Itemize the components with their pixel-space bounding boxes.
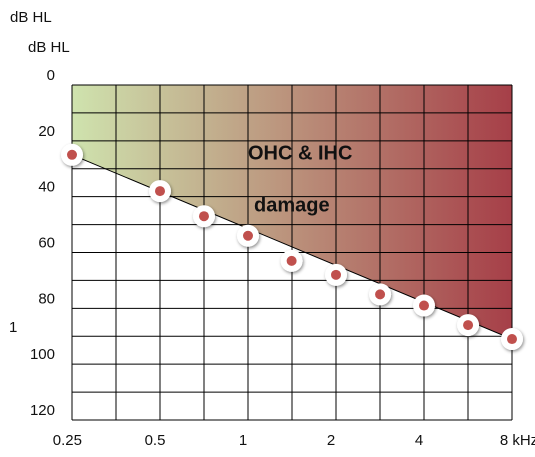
data-point — [61, 143, 83, 166]
data-point — [237, 224, 259, 247]
y-tick-label: 20 — [38, 123, 55, 140]
y-tick-label: 100 — [30, 346, 55, 363]
point-core — [331, 269, 341, 280]
x-tick-label: 4 — [415, 432, 423, 449]
data-point — [369, 283, 392, 306]
data-point — [149, 180, 171, 203]
point-core — [198, 211, 209, 222]
point-core — [67, 149, 77, 160]
data-point — [192, 205, 215, 228]
y-tick-label: 60 — [38, 234, 55, 251]
data-point — [501, 328, 523, 351]
point-core — [375, 289, 386, 300]
y-tick-label: 0 — [47, 67, 55, 84]
y-axis-label: dB HL — [10, 9, 52, 26]
y-tick-label: 120 — [30, 402, 55, 419]
x-tick-label: 0.5 — [145, 432, 166, 449]
data-point — [325, 263, 347, 286]
point-core — [419, 300, 429, 311]
stray-mark: 1 — [9, 319, 17, 336]
x-tick-label: 0.25 — [53, 432, 82, 449]
x-tick-label: 1 — [239, 432, 247, 449]
x-tick-label: 8 kHz — [500, 432, 535, 449]
y-tick-label: 80 — [38, 290, 55, 307]
boundary-line — [71, 154, 513, 340]
data-point — [457, 314, 480, 337]
y-tick-label: 40 — [38, 179, 55, 196]
x-tick-label: 2 — [327, 432, 335, 449]
point-core — [463, 320, 474, 331]
point-core — [286, 255, 297, 266]
y-axis-label: dB HL — [28, 39, 70, 56]
data-point — [413, 294, 435, 317]
point-core — [243, 230, 253, 241]
annotation: OHC & IHC — [248, 142, 352, 164]
point-core — [507, 334, 517, 345]
data-point — [280, 249, 303, 272]
annotation: damage — [254, 194, 330, 216]
point-core — [155, 186, 165, 197]
